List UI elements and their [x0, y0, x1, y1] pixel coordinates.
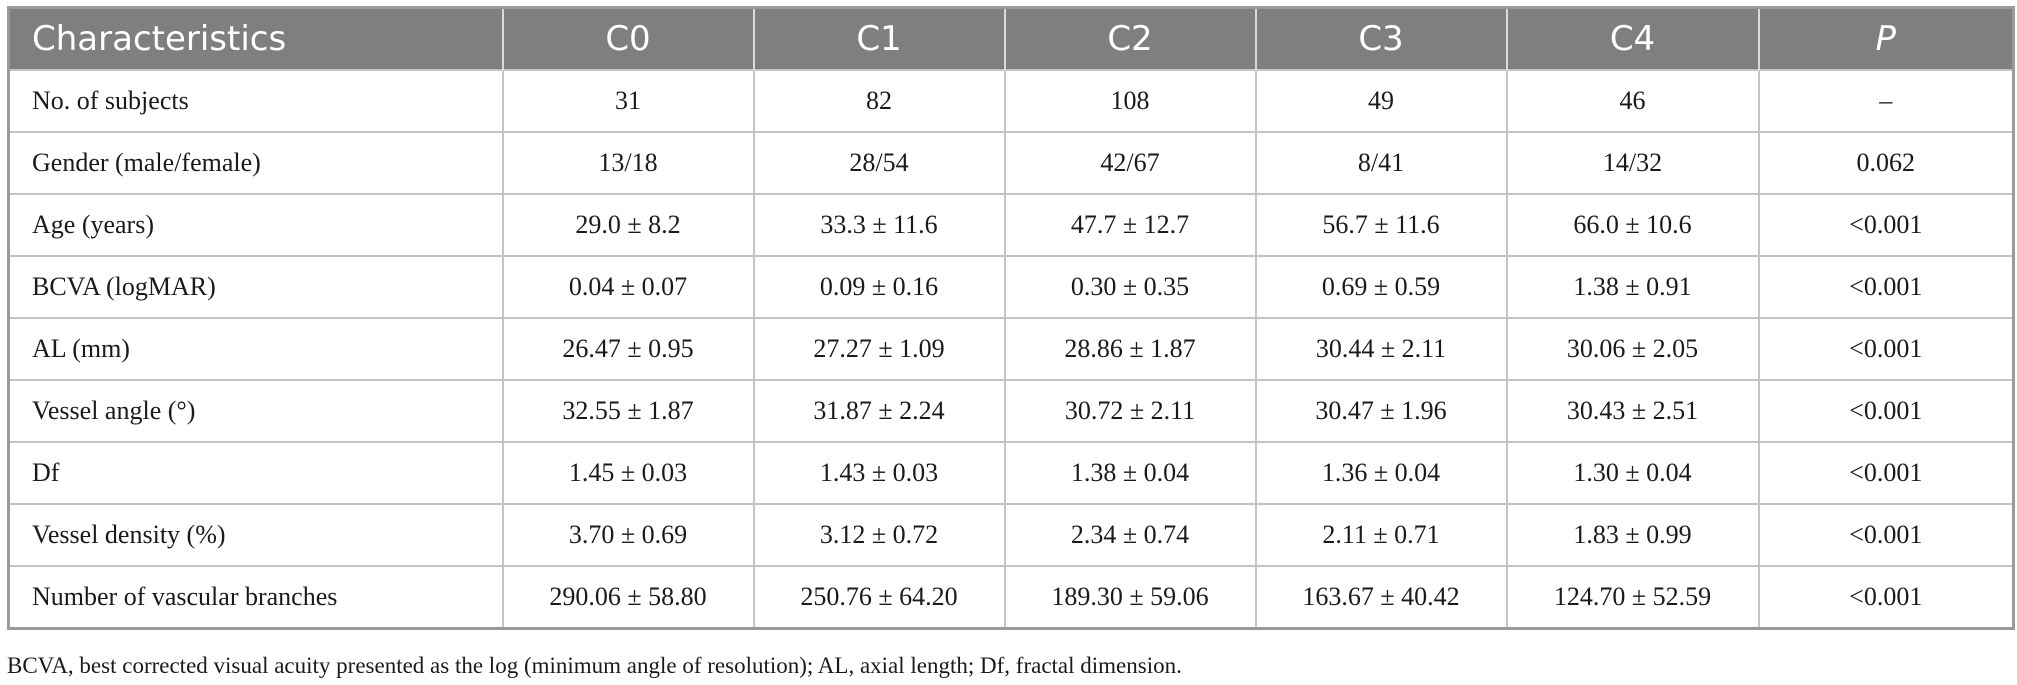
row-label: AL (mm): [8, 317, 504, 380]
table-cell: 2.34 ± 0.74: [1004, 503, 1257, 566]
table-cell: 30.06 ± 2.05: [1506, 317, 1760, 380]
table-cell: 189.30 ± 59.06: [1004, 565, 1257, 629]
table-cell: 3.70 ± 0.69: [502, 503, 755, 566]
table-row: BCVA (logMAR) 0.04 ± 0.07 0.09 ± 0.16 0.30 …: [8, 255, 2014, 318]
table-cell: <0.001: [1758, 441, 2014, 504]
table-footnote: BCVA, best corrected visual acuity prese…: [7, 653, 1182, 678]
table-cell: <0.001: [1758, 379, 2014, 442]
table-cell: 49: [1255, 69, 1508, 132]
table-cell: 0.062: [1758, 131, 2014, 194]
column-header-c0: C0: [502, 7, 755, 70]
column-header-p: P: [1758, 7, 2014, 70]
table-cell: 0.30 ± 0.35: [1004, 255, 1257, 318]
row-label: BCVA (logMAR): [8, 255, 504, 318]
table-cell: 290.06 ± 58.80: [502, 565, 755, 629]
table-cell: –: [1758, 69, 2014, 132]
table-cell: <0.001: [1758, 317, 2014, 380]
row-label: Df: [8, 441, 504, 504]
table-cell: <0.001: [1758, 503, 2014, 566]
table-cell: 26.47 ± 0.95: [502, 317, 755, 380]
table-cell: 163.67 ± 40.42: [1255, 565, 1508, 629]
row-label: Vessel density (%): [8, 503, 504, 566]
table-row: AL (mm) 26.47 ± 0.95 27.27 ± 1.09 28.86 ± 1…: [8, 317, 2014, 380]
table-cell: 30.72 ± 2.11: [1004, 379, 1257, 442]
table-cell: 108: [1004, 69, 1257, 132]
header-row: Characteristics C0 C1 C2 C3 C4 P: [8, 7, 2014, 70]
table-cell: 0.69 ± 0.59: [1255, 255, 1508, 318]
row-label: No. of subjects: [8, 69, 504, 132]
table-cell: 13/18: [502, 131, 755, 194]
column-header-c1: C1: [753, 7, 1006, 70]
table-cell: 42/67: [1004, 131, 1257, 194]
table-row: Number of vascular branches 290.06 ± 58.8…: [8, 565, 2014, 629]
table-cell: 27.27 ± 1.09: [753, 317, 1006, 380]
table-cell: 30.43 ± 2.51: [1506, 379, 1760, 442]
table-cell: 66.0 ± 10.6: [1506, 193, 1760, 256]
table-cell: 1.83 ± 0.99: [1506, 503, 1760, 566]
table-cell: 1.45 ± 0.03: [502, 441, 755, 504]
table-cell: 82: [753, 69, 1006, 132]
table-cell: 30.47 ± 1.96: [1255, 379, 1508, 442]
table-cell: 0.04 ± 0.07: [502, 255, 755, 318]
table-cell: 2.11 ± 0.71: [1255, 503, 1508, 566]
table-cell: 32.55 ± 1.87: [502, 379, 755, 442]
table-cell: 28/54: [753, 131, 1006, 194]
table-cell: 30.44 ± 2.11: [1255, 317, 1508, 380]
table-cell: <0.001: [1758, 193, 2014, 256]
table-cell: 8/41: [1255, 131, 1508, 194]
table-row: Vessel density (%) 3.70 ± 0.69 3.12 ± 0.72…: [8, 503, 2014, 566]
table-cell: 14/32: [1506, 131, 1760, 194]
table-cell: 31.87 ± 2.24: [753, 379, 1006, 442]
table-cell: 1.38 ± 0.04: [1004, 441, 1257, 504]
table-cell: 31: [502, 69, 755, 132]
table-cell: 3.12 ± 0.72: [753, 503, 1006, 566]
row-label: Gender (male/female): [8, 131, 504, 194]
row-label: Vessel angle (°): [8, 379, 504, 442]
table-row: Df 1.45 ± 0.03 1.43 ± 0.03 1.38 ± 0.04 1.36 …: [8, 441, 2014, 504]
table-row: Gender (male/female) 13/18 28/54 42/67 8/41 1…: [8, 131, 2014, 194]
row-label: Age (years): [8, 193, 504, 256]
table-row: Vessel angle (°) 32.55 ± 1.87 31.87 ± 2.24…: [8, 379, 2014, 442]
column-header-characteristics: Characteristics: [8, 7, 504, 70]
table-row: No. of subjects 31 82 108 49 46–: [8, 69, 2014, 132]
table-cell: 1.43 ± 0.03: [753, 441, 1006, 504]
table-cell: 47.7 ± 12.7: [1004, 193, 1257, 256]
characteristics-table-container: Characteristics C0 C1 C2 C3 C4 P No. of …: [7, 6, 2015, 630]
table-cell: 1.36 ± 0.04: [1255, 441, 1508, 504]
table-cell: 33.3 ± 11.6: [753, 193, 1006, 256]
table-cell: 28.86 ± 1.87: [1004, 317, 1257, 380]
table-cell: 124.70 ± 52.59: [1506, 565, 1760, 629]
table-row: Age (years) 29.0 ± 8.2 33.3 ± 11.6 47.7 ± 1…: [8, 193, 2014, 256]
table-cell: <0.001: [1758, 565, 2014, 629]
table-cell: 250.76 ± 64.20: [753, 565, 1006, 629]
table-body: No. of subjects 31 82 108 49 46– Gender (male/…: [8, 69, 2014, 629]
table-cell: 0.09 ± 0.16: [753, 255, 1006, 318]
table-cell: 1.30 ± 0.04: [1506, 441, 1760, 504]
column-header-c2: C2: [1004, 7, 1257, 70]
row-label: Number of vascular branches: [8, 565, 504, 629]
column-header-c3: C3: [1255, 7, 1508, 70]
table-cell: 56.7 ± 11.6: [1255, 193, 1508, 256]
table-cell: 1.38 ± 0.91: [1506, 255, 1760, 318]
table-cell: 46: [1506, 69, 1760, 132]
characteristics-table: Characteristics C0 C1 C2 C3 C4 P No. of …: [7, 6, 2015, 630]
table-cell: 29.0 ± 8.2: [502, 193, 755, 256]
column-header-c4: C4: [1506, 7, 1760, 70]
table-cell: <0.001: [1758, 255, 2014, 318]
